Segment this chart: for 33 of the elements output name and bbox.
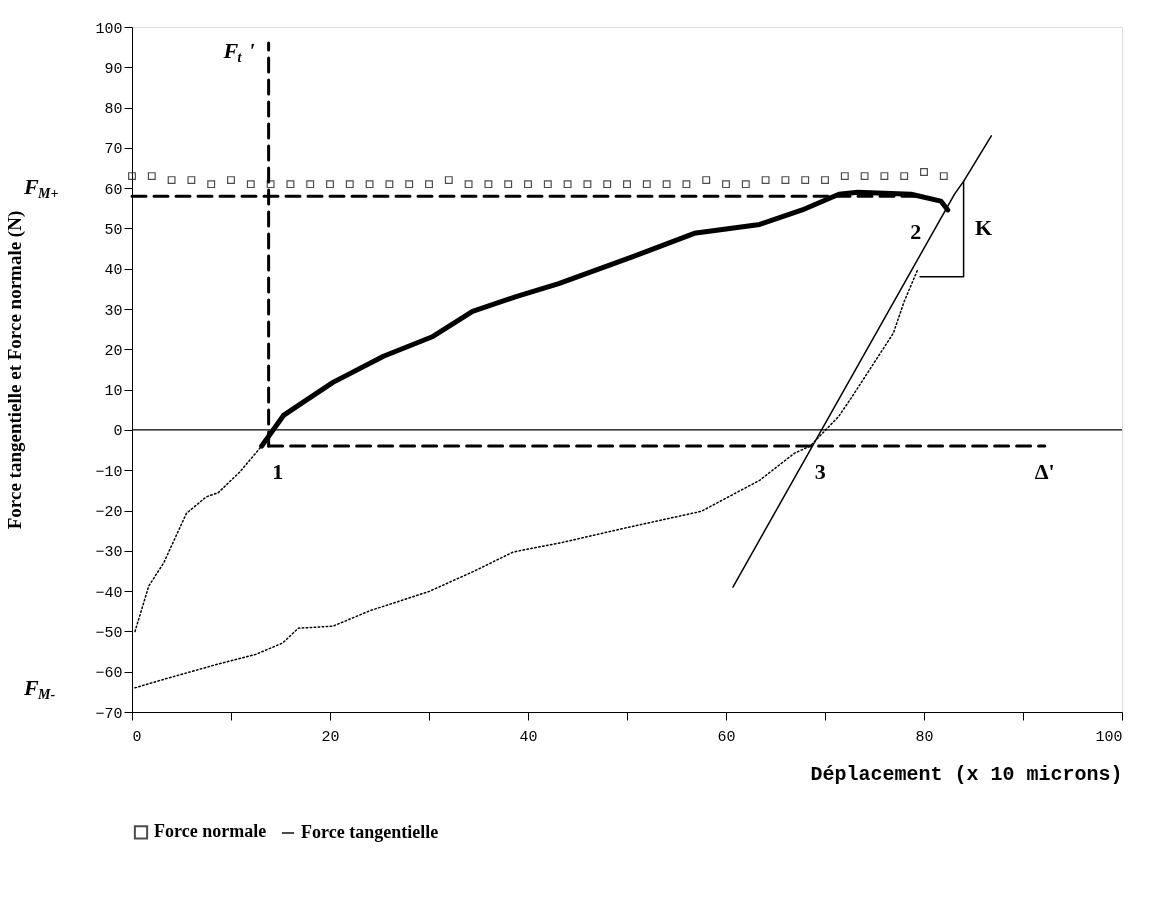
x-tick-label: 40	[519, 728, 538, 746]
y-tick-label: −30	[95, 544, 123, 562]
y-tick-label: −60	[95, 665, 123, 683]
x-tick-label: 100	[1095, 728, 1123, 746]
annotation: 3	[814, 459, 826, 485]
legend-label: Force normale	[154, 821, 267, 842]
y-tick-label: 10	[104, 383, 123, 401]
x-tick-label: 60	[717, 728, 736, 746]
y-tick-label: 30	[104, 302, 123, 320]
y-tick-label: −20	[95, 504, 123, 522]
y-tick-label: 60	[104, 181, 123, 199]
x-tick-label: 20	[321, 728, 340, 746]
y-tick-label: 20	[104, 342, 123, 360]
y-tick-label: −50	[95, 624, 123, 642]
annotation: K	[975, 215, 993, 241]
y-tick-label: 100	[95, 20, 123, 38]
y-tick-label: 70	[104, 141, 123, 159]
y-tick-label: −40	[95, 584, 123, 602]
y-axis-title: Force tangentielle et Force normale (N)	[4, 210, 27, 530]
y-tick-label: −10	[95, 463, 123, 481]
y-tick-label: 40	[104, 262, 123, 280]
y-tick-label: 50	[104, 221, 123, 239]
y-tick-label: 0	[113, 423, 123, 441]
x-tick-label: 0	[132, 728, 142, 746]
y-tick-label: 80	[104, 101, 123, 119]
annotation: 2	[910, 218, 922, 244]
legend-label: Force tangentielle	[301, 822, 439, 842]
y-tick-label: 90	[104, 60, 123, 78]
x-axis-title: Déplacement (x 10 microns)	[810, 762, 1123, 786]
y-tick-label: −70	[95, 705, 123, 723]
annotation: Δ'	[1034, 459, 1055, 485]
x-tick-label: 80	[915, 728, 934, 746]
annotation: 1	[272, 459, 284, 485]
